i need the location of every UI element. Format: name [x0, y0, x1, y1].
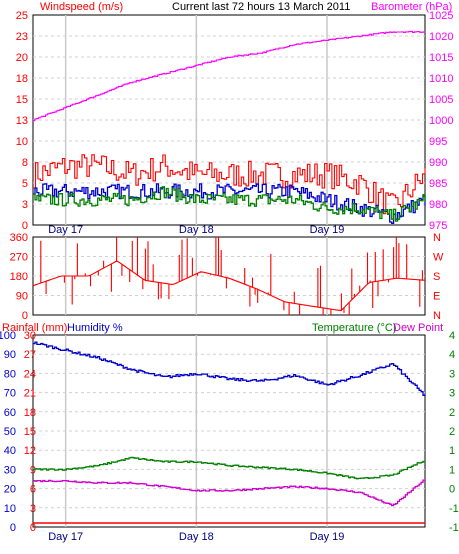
rainfall-tick-label: 18	[24, 407, 36, 419]
rainfall-tick-label: 0	[30, 522, 36, 534]
rainfall-tick-label: 15	[24, 426, 36, 438]
humidity-tick-label: 20	[4, 484, 16, 496]
direction-compass-label: N	[433, 232, 441, 244]
day-label-top: Day 17	[48, 224, 83, 236]
windspeed-tick-label: 13	[16, 115, 28, 127]
humidity-axis-title: Humidity %	[67, 322, 123, 334]
humidity-tick-label: 10	[4, 503, 16, 515]
windspeed-tick-label: 10	[16, 136, 28, 148]
barometer-tick-label: 1025	[429, 10, 453, 22]
rainfall-tick-label: 27	[24, 349, 36, 361]
temperature-tick-label: 0	[449, 484, 455, 496]
barometer-tick-label: 985	[429, 178, 447, 190]
temperature-tick-label: 3	[449, 368, 455, 380]
windspeed-avg-series-line	[33, 186, 426, 222]
day-label-top: Day 18	[179, 224, 214, 236]
rainfall-tick-label: 24	[24, 368, 36, 380]
direction-tick-label: 0	[22, 310, 28, 322]
day-label-top: Day 19	[310, 224, 345, 236]
temperature-tick-label: 2	[449, 407, 455, 419]
barometer-tick-label: 980	[429, 199, 447, 211]
temperature-tick-label: 2	[449, 426, 455, 438]
barometer-series-line	[33, 30, 426, 122]
rainfall-tick-label: 21	[24, 388, 36, 400]
barometer-tick-label: 990	[429, 157, 447, 169]
rainfall-tick-label: 12	[24, 445, 36, 457]
barometer-tick-label: 1005	[429, 94, 453, 106]
wind-direction-series-line	[32, 237, 426, 315]
rainfall-axis-title: Rainfall (mm)	[2, 322, 67, 334]
barometer-tick-label: 1015	[429, 52, 453, 64]
day-label-bottom: Day 19	[310, 531, 345, 543]
temperature-tick-label: -1	[449, 522, 459, 534]
humidity-tick-label: 0	[10, 522, 16, 534]
barometer-tick-label: 1000	[429, 115, 453, 127]
windspeed-tick-label: 20	[16, 52, 28, 64]
day-label-bottom: Day 18	[179, 531, 214, 543]
chart-title: Current last 72 hours 13 March 2011	[172, 1, 350, 13]
temperature-tick-label: 3	[449, 388, 455, 400]
temperature-axis-title: Temperature (°C)	[312, 322, 396, 334]
dewpoint-series-line	[33, 478, 426, 507]
windspeed-tick-label: 15	[16, 94, 28, 106]
barometer-tick-label: 1020	[429, 31, 453, 43]
rainfall-tick-label: 6	[30, 484, 36, 496]
humidity-tick-label: 80	[4, 368, 16, 380]
windspeed-axis-title: Windspeed (m/s)	[40, 1, 123, 13]
direction-compass-label: E	[433, 291, 440, 303]
temperature-tick-label: 1	[449, 445, 455, 457]
rainfall-tick-label: 9	[30, 464, 36, 476]
humidity-tick-label: 50	[4, 426, 16, 438]
windspeed-tick-label: 25	[16, 10, 28, 22]
windgust-series-line	[33, 154, 426, 215]
temperature-tick-label: -1	[449, 503, 459, 515]
direction-compass-label: N	[433, 310, 441, 322]
direction-compass-label: S	[433, 271, 440, 283]
humidity-tick-label: 30	[4, 464, 16, 476]
windspeed-tick-label: 8	[22, 157, 28, 169]
direction-tick-label: 270	[10, 252, 28, 264]
humidity-tick-label: 40	[4, 445, 16, 457]
humidity-tick-label: 70	[4, 388, 16, 400]
barometer-tick-label: 1010	[429, 73, 453, 85]
direction-tick-label: 180	[10, 271, 28, 283]
humidity-series-line	[33, 341, 426, 397]
temperature-tick-label: 4	[449, 349, 455, 361]
barometer-tick-label: 995	[429, 136, 447, 148]
panel-humidity-frame	[32, 334, 426, 528]
barometer-axis-title: Barometer (hPa)	[371, 1, 452, 13]
windspeed-tick-label: 0	[22, 220, 28, 232]
temperature-series-line	[33, 456, 426, 480]
windspeed-tick-label: 3	[22, 199, 28, 211]
humidity-tick-label: 60	[4, 407, 16, 419]
barometer-tick-label: 975	[429, 220, 447, 232]
direction-tick-label: 360	[10, 232, 28, 244]
panel-direction-frame	[32, 236, 426, 316]
windspeed-tick-label: 18	[16, 73, 28, 85]
windspeed-tick-label: 5	[22, 178, 28, 190]
rainfall-tick-label: 30	[24, 330, 36, 342]
rainfall-tick-label: 3	[30, 503, 36, 515]
humidity-tick-label: 100	[0, 330, 16, 342]
windspeed-tick-label: 23	[16, 31, 28, 43]
day-label-bottom: Day 17	[48, 531, 83, 543]
dewpoint-axis-title: Dew Point	[393, 322, 443, 334]
humidity-tick-label: 90	[4, 349, 16, 361]
direction-tick-label: 90	[16, 291, 28, 303]
temperature-tick-label: 4	[449, 330, 455, 342]
temperature-tick-label: 1	[449, 464, 455, 476]
direction-compass-label: W	[433, 252, 444, 264]
